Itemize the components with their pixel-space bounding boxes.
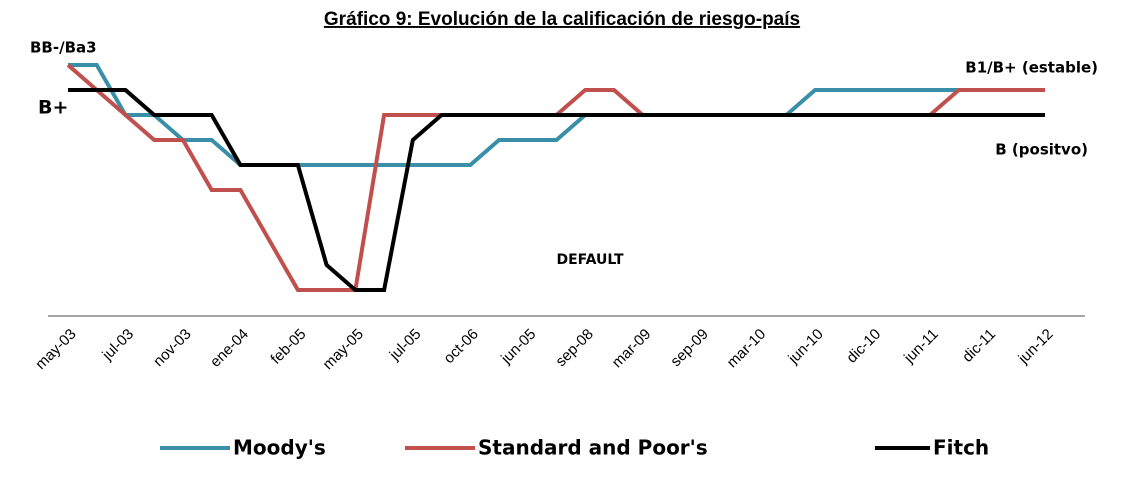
x-tick-label: ene-04 bbox=[207, 326, 252, 371]
x-tick-label: jul-03 bbox=[98, 326, 137, 365]
x-tick-label: dic-11 bbox=[959, 326, 999, 366]
x-tick-label: may-03 bbox=[32, 326, 79, 373]
x-tick-label: sep-09 bbox=[667, 326, 711, 370]
x-tick-label: jun-12 bbox=[1014, 326, 1056, 368]
chart-title: Gráfico 9: Evolución de la calificación … bbox=[324, 9, 800, 30]
x-tick-label: oct-06 bbox=[440, 326, 482, 368]
x-tick-label: feb-05 bbox=[267, 326, 309, 368]
legend-label: Standard and Poor's bbox=[478, 436, 708, 460]
legend-label: Moody's bbox=[233, 436, 326, 460]
annotation: B (positvo) bbox=[995, 141, 1088, 159]
annotation: DEFAULT bbox=[556, 252, 624, 268]
annotation: B+ bbox=[38, 97, 68, 119]
x-tick-label: dic-10 bbox=[843, 326, 884, 367]
series-line bbox=[68, 88, 1045, 292]
annotation: BB-/Ba3 bbox=[30, 39, 97, 57]
x-tick-label: mar-10 bbox=[724, 326, 770, 372]
x-tick-label: may-05 bbox=[320, 326, 367, 373]
series-line bbox=[68, 63, 1045, 167]
legend-label: Fitch bbox=[933, 436, 989, 460]
x-tick-label: sep-08 bbox=[552, 326, 596, 370]
x-tick-label: nov-03 bbox=[150, 326, 194, 370]
x-tick-label: jun-05 bbox=[497, 326, 539, 368]
x-tick-label: mar-09 bbox=[609, 326, 655, 372]
annotation: B1/B+ (estable) bbox=[965, 59, 1098, 77]
x-tick-label: jul-05 bbox=[386, 326, 425, 365]
x-tick-label: jun-11 bbox=[900, 326, 941, 367]
x-tick-label: jun-10 bbox=[785, 326, 827, 368]
